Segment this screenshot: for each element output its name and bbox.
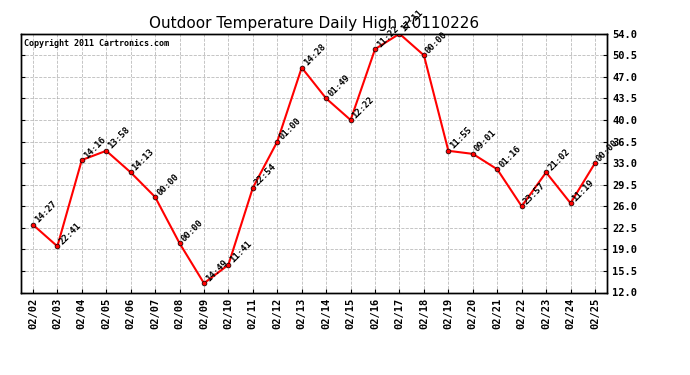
Point: [101, 148, 112, 154]
Text: 00:00: 00:00: [595, 138, 620, 163]
Text: 21:02: 21:02: [546, 147, 571, 172]
Text: 14:28: 14:28: [302, 42, 327, 68]
Point: [247, 185, 258, 191]
Point: [540, 170, 551, 176]
Text: 23:57: 23:57: [522, 181, 547, 206]
Text: 14:13: 14:13: [130, 147, 156, 172]
Point: [28, 222, 39, 228]
Text: 14:27: 14:27: [33, 200, 58, 225]
Text: 14:16: 14:16: [82, 135, 107, 160]
Point: [418, 53, 429, 58]
Text: 01:16: 01:16: [497, 144, 522, 169]
Text: 00:00: 00:00: [155, 172, 181, 197]
Point: [589, 160, 600, 166]
Point: [321, 96, 332, 102]
Point: [516, 203, 527, 209]
Text: 00:00: 00:00: [424, 30, 449, 56]
Text: 13:58: 13:58: [106, 125, 132, 151]
Point: [492, 166, 503, 172]
Point: [467, 151, 478, 157]
Point: [345, 117, 356, 123]
Text: 11:22: 11:22: [375, 24, 400, 49]
Text: 17:11: 17:11: [400, 8, 425, 34]
Text: 22:54: 22:54: [253, 162, 278, 188]
Text: 11:55: 11:55: [448, 125, 474, 151]
Point: [565, 200, 576, 206]
Text: Copyright 2011 Cartronics.com: Copyright 2011 Cartronics.com: [23, 39, 168, 48]
Text: 12:22: 12:22: [351, 94, 376, 120]
Point: [125, 170, 136, 176]
Text: 11:41: 11:41: [228, 239, 254, 265]
Point: [199, 280, 210, 286]
Text: 22:41: 22:41: [57, 221, 83, 246]
Point: [52, 243, 63, 249]
Point: [223, 262, 234, 268]
Text: 11:19: 11:19: [571, 178, 596, 203]
Text: 00:00: 00:00: [179, 218, 205, 243]
Text: 01:00: 01:00: [277, 116, 303, 142]
Point: [150, 194, 161, 200]
Point: [272, 139, 283, 145]
Point: [296, 64, 307, 70]
Point: [77, 157, 88, 163]
Text: 09:01: 09:01: [473, 129, 498, 154]
Text: 14:49: 14:49: [204, 258, 229, 283]
Point: [370, 46, 381, 52]
Title: Outdoor Temperature Daily High 20110226: Outdoor Temperature Daily High 20110226: [149, 16, 479, 31]
Text: 01:49: 01:49: [326, 73, 351, 99]
Point: [443, 148, 454, 154]
Point: [174, 240, 185, 246]
Point: [394, 31, 405, 37]
